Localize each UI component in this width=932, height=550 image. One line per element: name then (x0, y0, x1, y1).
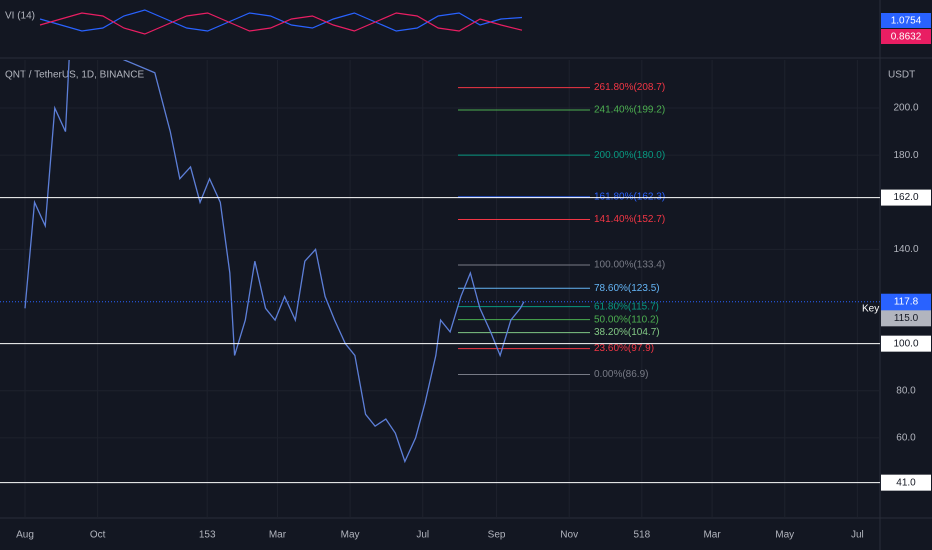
mark-label-box (881, 310, 931, 327)
price-line (24, 60, 525, 464)
fib-label: 0.00%(86.9) (594, 369, 648, 380)
key-label: Key (862, 303, 879, 314)
x-tick-label: Mar (703, 530, 721, 541)
indicator-value-box (881, 13, 931, 28)
indicator-value-label: 1.0754 (891, 16, 922, 27)
fib-label: 141.40%(152.7) (594, 214, 665, 225)
fib-label: 161.80%(162.3) (594, 192, 665, 203)
fib-label: 38.20%(104.7) (594, 327, 660, 338)
chart-title: QNT / TetherUS, 1D, BINANCE (5, 70, 144, 81)
plot-area: 261.80%(208.7) 241.40%(199.2) 200.00%(180.… (0, 60, 880, 518)
x-tick-label: Jul (416, 530, 429, 541)
indicator-title: VI (14) (5, 11, 35, 22)
x-tick-label: Mar (269, 530, 287, 541)
level-label-box (881, 474, 931, 491)
y-tick-label: 200.0 (893, 103, 918, 114)
fib-label: 50.00%(110.2) (594, 314, 659, 325)
level-label-box (881, 335, 931, 352)
y-tick-label: 140.0 (893, 244, 918, 255)
x-tick-label: 153 (199, 530, 216, 541)
fib-label: 241.40%(199.2) (594, 105, 665, 116)
indicator-value-box (881, 29, 931, 44)
y-tick-label: 60.0 (896, 433, 916, 444)
fib-label: 61.80%(115.7) (594, 301, 659, 312)
x-tick-label: Jul (851, 530, 864, 541)
x-tick-label: Aug (16, 530, 34, 541)
fib-label: 200.00%(180.0) (594, 150, 665, 161)
indicator-line (39, 12, 523, 35)
y-tick-label: 180.0 (893, 150, 918, 161)
indicator-value-label: 0.8632 (891, 32, 922, 43)
x-tick-label: 518 (633, 530, 650, 541)
x-tick-label: May (341, 530, 360, 541)
fib-label: 261.80%(208.7) (594, 82, 665, 93)
mark-label: 115.0 (894, 313, 919, 324)
x-tick-label: Nov (560, 530, 578, 541)
x-tick-label: Sep (488, 530, 506, 541)
y-tick-label: 80.0 (896, 385, 916, 396)
axis-unit: USDT (888, 70, 915, 81)
x-tick-label: May (775, 530, 794, 541)
level-label-box (881, 189, 931, 206)
level-label: 100.0 (893, 338, 918, 349)
x-tick-label: Oct (90, 530, 106, 541)
price-label: 117.8 (894, 296, 919, 307)
indicator-line (39, 9, 523, 32)
fib-label: 100.00%(133.4) (594, 260, 665, 271)
fib-label: 23.60%(97.9) (594, 343, 654, 354)
level-label: 162.0 (893, 192, 918, 203)
level-label: 41.0 (896, 477, 916, 488)
fib-label: 78.60%(123.5) (594, 283, 660, 294)
